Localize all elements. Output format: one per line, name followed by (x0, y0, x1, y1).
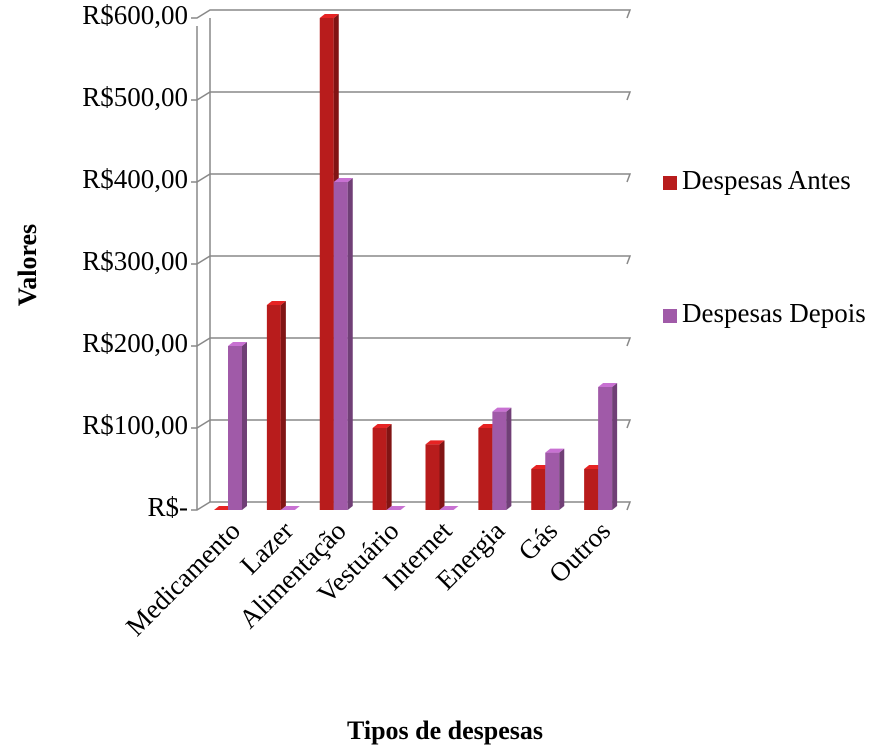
y-tick-label: R$400,00 (82, 164, 188, 194)
bar (545, 448, 565, 510)
x-tick-label: Outros (543, 515, 616, 588)
bar (439, 506, 459, 510)
y-tick-label: R$500,00 (82, 82, 188, 112)
y-axis-title: Valores (13, 224, 42, 306)
grid-line (191, 419, 632, 429)
bar (598, 383, 618, 510)
grid-line (191, 337, 632, 347)
y-tick-label: R$- (148, 492, 189, 522)
y-tick-label: R$200,00 (82, 328, 188, 358)
grid-line (191, 173, 632, 183)
grid-line (191, 91, 632, 101)
bar (333, 178, 353, 510)
legend-label: Despesas Depois (682, 298, 866, 328)
bar (386, 506, 406, 510)
legend-swatch (663, 309, 677, 323)
bar (228, 342, 247, 510)
x-tick-label: Medicamento (120, 515, 246, 641)
legend-swatch (663, 176, 677, 190)
grid-line (191, 255, 632, 265)
y-tick-label: R$300,00 (82, 246, 188, 276)
y-tick-label: R$600,00 (82, 0, 188, 30)
y-tick-label: R$100,00 (82, 410, 188, 440)
bar (492, 407, 512, 510)
legend-label: Despesas Antes (682, 165, 851, 195)
bar (372, 424, 392, 510)
grid-line (191, 501, 632, 511)
x-axis-title: Tipos de despesas (347, 716, 543, 745)
bar (266, 301, 286, 510)
bar (425, 440, 445, 510)
grid-line (191, 9, 632, 19)
bar (280, 506, 300, 510)
